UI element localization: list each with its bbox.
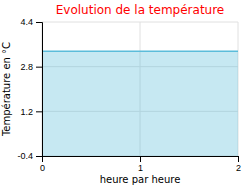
y-axis: -0.4 1.2 2.8 4.4 (17, 17, 42, 161)
x-tick: 2 (236, 156, 241, 173)
y-tick: 2.8 (20, 62, 42, 72)
y-tick: -0.4 (17, 151, 42, 161)
title: Evolution de la température (56, 3, 225, 17)
x-tick-mark (238, 156, 239, 162)
y-tick-mark (36, 67, 42, 68)
grid (42, 22, 238, 156)
y-axis-title: Température en °C (1, 42, 12, 137)
y-tick: 1.2 (20, 107, 42, 117)
chart: 0 1 2 -0.4 1.2 2.8 4.4 Evolution de la températ… (0, 0, 250, 188)
x-axis: 0 1 2 (40, 156, 241, 173)
y-tick-mark (36, 156, 42, 157)
x-tick: 1 (138, 156, 143, 173)
x-tick-mark (140, 156, 141, 162)
plot: 0 1 2 -0.4 1.2 2.8 4.4 (17, 17, 241, 173)
x-tick-label: 2 (236, 163, 241, 173)
y-tick: 4.4 (20, 17, 42, 27)
y-tick-label: 4.4 (20, 17, 33, 27)
x-axis-line (43, 157, 239, 163)
marks (42, 51, 238, 156)
y-axis-line (36, 23, 43, 157)
x-axis-title: heure par heure (100, 174, 181, 185)
x-tick-label: 1 (138, 163, 143, 173)
y-tick-label: 1.2 (20, 107, 33, 117)
y-tick-label: 2.8 (20, 62, 33, 72)
area (42, 51, 238, 156)
x-tick-label: 0 (40, 163, 45, 173)
x-tick: 0 (40, 156, 45, 173)
y-tick-mark (36, 111, 42, 112)
line (42, 51, 238, 53)
y-tick-label: -0.4 (17, 151, 33, 161)
y-tick-mark (36, 22, 42, 23)
